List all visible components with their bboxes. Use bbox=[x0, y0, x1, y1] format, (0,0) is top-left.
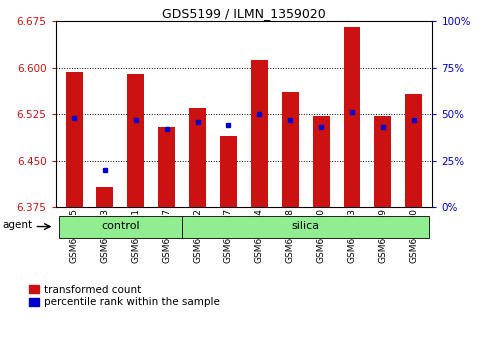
Bar bbox=[58, 216, 182, 238]
Bar bbox=[405, 94, 422, 207]
Bar bbox=[282, 92, 298, 207]
Title: GDS5199 / ILMN_1359020: GDS5199 / ILMN_1359020 bbox=[162, 7, 326, 20]
Legend: transformed count, percentile rank within the sample: transformed count, percentile rank withi… bbox=[29, 285, 220, 308]
Bar bbox=[343, 27, 360, 207]
Bar bbox=[128, 74, 144, 207]
Bar bbox=[251, 59, 268, 207]
Bar bbox=[189, 108, 206, 207]
Text: control: control bbox=[101, 221, 140, 231]
Text: silica: silica bbox=[292, 221, 320, 231]
Bar bbox=[66, 72, 83, 207]
Bar bbox=[374, 116, 391, 207]
Bar bbox=[158, 126, 175, 207]
Bar bbox=[313, 116, 329, 207]
Bar bbox=[220, 136, 237, 207]
Text: agent: agent bbox=[3, 220, 33, 230]
Bar bbox=[182, 216, 429, 238]
Bar bbox=[97, 187, 114, 207]
